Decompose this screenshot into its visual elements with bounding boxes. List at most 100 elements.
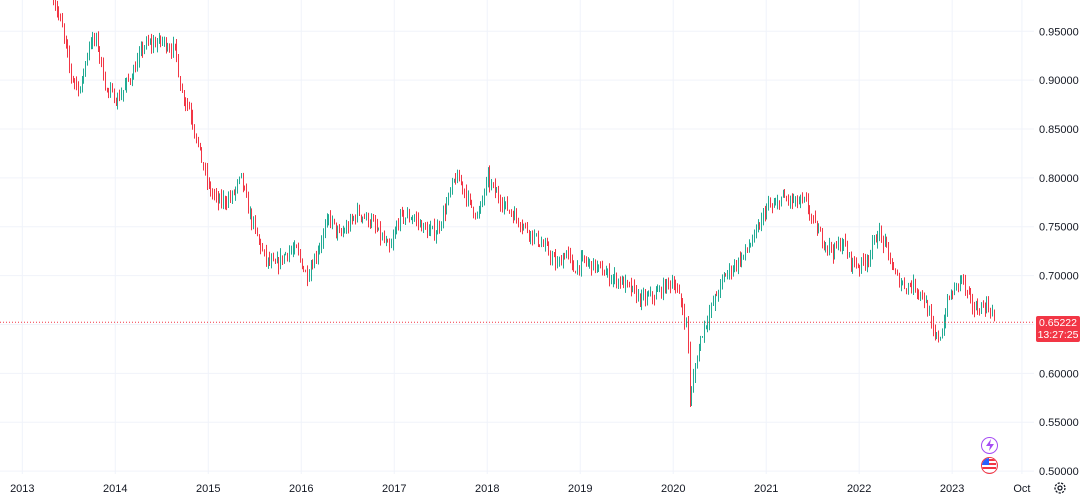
candle-body xyxy=(990,309,991,314)
candle xyxy=(198,136,199,148)
candle xyxy=(66,35,67,49)
candle-body xyxy=(479,211,480,214)
candle xyxy=(302,258,303,270)
candle-body xyxy=(454,179,455,182)
candle xyxy=(268,257,269,269)
candle xyxy=(693,368,694,393)
candle xyxy=(327,213,328,228)
candle xyxy=(470,193,471,206)
candle-body xyxy=(144,46,145,51)
candle xyxy=(207,163,208,190)
us-flag-icon[interactable] xyxy=(981,457,998,474)
candle-body xyxy=(76,82,77,84)
candle xyxy=(954,282,955,296)
candle-body xyxy=(116,102,117,105)
candle xyxy=(443,205,444,229)
candle-body xyxy=(872,241,873,253)
candle xyxy=(459,169,460,182)
candle xyxy=(915,278,916,293)
candle-body xyxy=(99,49,100,58)
candle-body xyxy=(536,233,537,235)
candle xyxy=(191,102,192,125)
candle xyxy=(985,302,986,317)
candle-body xyxy=(766,205,767,217)
candle-body xyxy=(564,256,565,259)
candle-body xyxy=(908,284,909,290)
candle xyxy=(298,242,299,256)
candle-body xyxy=(731,267,732,274)
candle-body xyxy=(83,73,84,77)
candle-body xyxy=(371,219,372,225)
candle-body xyxy=(167,48,168,50)
candle-body xyxy=(788,198,789,202)
x-tick-label: 2014 xyxy=(103,483,127,495)
candle-body xyxy=(763,212,764,218)
candle-body xyxy=(944,321,945,335)
candle-body xyxy=(754,231,755,241)
candle xyxy=(851,251,852,272)
candle xyxy=(675,279,676,294)
candle-body xyxy=(856,263,857,267)
candle-body xyxy=(239,177,240,182)
candle xyxy=(334,218,335,225)
candle xyxy=(294,240,295,255)
candle-body xyxy=(464,189,465,192)
candle xyxy=(421,220,422,232)
gear-icon[interactable] xyxy=(1053,481,1067,495)
candle xyxy=(547,237,548,246)
candle-body xyxy=(554,256,555,258)
candle xyxy=(309,269,310,282)
candle-body xyxy=(961,276,962,278)
candle-body xyxy=(327,218,328,226)
candle xyxy=(800,194,801,209)
candle-body xyxy=(963,276,964,280)
candle xyxy=(341,227,342,237)
candle-body xyxy=(922,292,923,298)
candle xyxy=(672,274,673,289)
candle-body xyxy=(784,193,785,198)
candle-body xyxy=(640,294,641,304)
candle xyxy=(718,289,719,302)
y-tick-label: 0.50000 xyxy=(1039,466,1079,478)
candle-body xyxy=(414,218,415,220)
candle xyxy=(779,200,780,210)
candle-body xyxy=(979,312,980,314)
candle-body xyxy=(543,244,544,247)
candle-body xyxy=(300,252,301,259)
candle xyxy=(85,61,86,77)
candle xyxy=(366,212,367,221)
candle xyxy=(725,273,726,277)
candle-body xyxy=(318,252,319,259)
candle xyxy=(214,188,215,201)
candle-body xyxy=(992,310,993,314)
candle xyxy=(554,251,555,258)
candle-body xyxy=(602,265,603,275)
lightning-icon[interactable] xyxy=(981,437,998,454)
candle xyxy=(164,36,165,47)
candle xyxy=(827,245,828,256)
candle-body xyxy=(457,173,458,183)
candle-body xyxy=(280,255,281,268)
candle xyxy=(203,162,204,171)
candle xyxy=(377,218,378,233)
candle-body xyxy=(516,212,517,219)
candle xyxy=(226,196,227,211)
x-tick-label: Oct xyxy=(1013,483,1030,495)
candle xyxy=(407,207,408,219)
candle xyxy=(777,194,778,210)
candle xyxy=(539,244,540,248)
candle-body xyxy=(804,197,805,199)
candle-body xyxy=(765,212,766,217)
candle xyxy=(264,249,265,257)
candle-body xyxy=(153,41,154,46)
candle xyxy=(784,188,785,198)
candle-body xyxy=(420,222,421,224)
candle xyxy=(738,257,739,275)
candle xyxy=(604,269,605,276)
candle-body xyxy=(557,262,558,266)
candle xyxy=(627,279,628,288)
candle-body xyxy=(627,280,628,283)
candle-body xyxy=(207,169,208,183)
y-tick-label: 0.80000 xyxy=(1039,173,1079,185)
